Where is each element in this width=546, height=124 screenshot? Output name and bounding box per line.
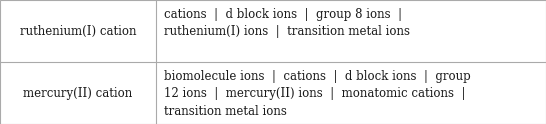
Text: biomolecule ions  |  cations  |  d block ions  |  group
12 ions  |  mercury(II) : biomolecule ions | cations | d block ion… <box>164 70 470 118</box>
Text: cations  |  d block ions  |  group 8 ions  |
ruthenium(I) ions  |  transition me: cations | d block ions | group 8 ions | … <box>164 8 410 38</box>
Text: mercury(II) cation: mercury(II) cation <box>23 87 133 99</box>
Text: ruthenium(I) cation: ruthenium(I) cation <box>20 25 136 37</box>
